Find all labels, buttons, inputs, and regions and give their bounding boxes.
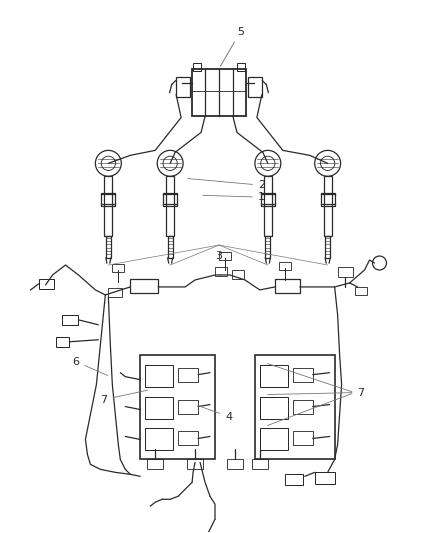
Bar	[355, 287, 367, 295]
Bar	[285, 474, 303, 486]
Bar	[178, 368, 198, 382]
Bar	[193, 63, 201, 71]
Bar	[187, 459, 203, 470]
Bar	[293, 432, 313, 446]
Text: 7: 7	[357, 387, 365, 398]
Bar	[130, 279, 158, 293]
Bar	[260, 365, 288, 386]
Bar	[140, 355, 215, 459]
Bar	[163, 193, 177, 206]
Bar	[145, 397, 173, 418]
Bar	[145, 429, 173, 450]
Bar	[106, 236, 111, 258]
Bar	[56, 337, 70, 347]
Bar	[321, 193, 335, 206]
Bar	[338, 267, 353, 277]
Bar	[265, 236, 270, 258]
Bar	[191, 69, 247, 117]
Bar	[39, 279, 53, 289]
Bar	[63, 315, 78, 325]
Bar	[264, 176, 272, 236]
Text: 7: 7	[100, 390, 148, 405]
Bar	[112, 264, 124, 272]
Bar	[178, 400, 198, 414]
Text: 1: 1	[203, 192, 265, 202]
Bar	[237, 63, 245, 71]
Bar	[108, 288, 122, 297]
Bar	[275, 279, 300, 293]
Bar	[279, 262, 291, 270]
Text: 4: 4	[198, 406, 232, 422]
Bar	[293, 400, 313, 414]
Bar	[324, 176, 332, 236]
Bar	[261, 193, 275, 206]
Bar	[147, 459, 163, 470]
Bar	[145, 365, 173, 386]
Bar	[219, 252, 231, 260]
Bar	[293, 368, 313, 382]
Bar	[260, 397, 288, 418]
Bar	[166, 176, 174, 236]
Bar	[101, 193, 115, 206]
Bar	[314, 472, 335, 484]
Bar	[255, 355, 335, 459]
Bar	[248, 77, 262, 96]
Bar	[176, 77, 190, 96]
Bar	[252, 459, 268, 470]
Text: 5: 5	[220, 27, 244, 66]
Text: 2: 2	[188, 179, 265, 190]
Bar	[232, 270, 244, 279]
Bar	[260, 429, 288, 450]
Text: 6: 6	[72, 357, 108, 376]
Bar	[325, 236, 330, 258]
Text: 3: 3	[215, 251, 223, 261]
Bar	[104, 176, 112, 236]
Bar	[168, 236, 173, 258]
Bar	[215, 267, 227, 276]
Bar	[227, 459, 243, 470]
Bar	[178, 432, 198, 446]
